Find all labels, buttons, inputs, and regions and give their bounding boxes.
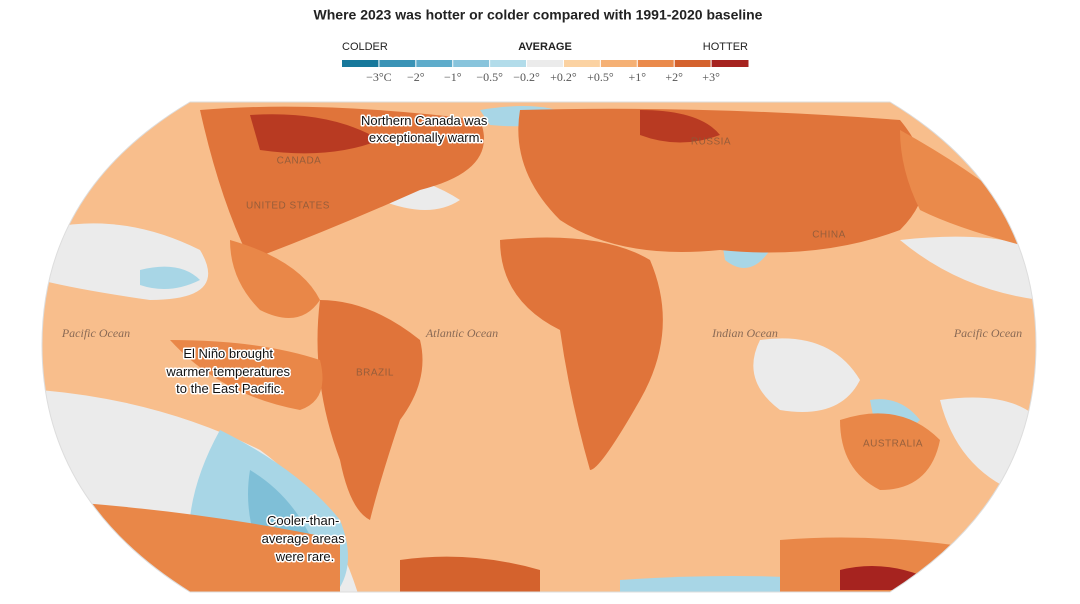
legend-swatch <box>452 60 491 67</box>
legend-tick-label: +1° <box>628 70 646 84</box>
country-label: CHINA <box>812 230 846 241</box>
annotation-line: to the East Pacific. <box>176 381 284 396</box>
legend-tick-label: +0.5° <box>587 70 614 84</box>
legend-swatch <box>415 60 454 67</box>
legend-tick-label: −0.2° <box>513 70 540 84</box>
ocean-label: Atlantic Ocean <box>425 326 498 340</box>
legend-swatch <box>563 60 601 67</box>
annotation: Cooler-than- average areas were rare. <box>262 513 349 564</box>
legend-swatch <box>637 60 675 67</box>
ocean-label: Indian Ocean <box>711 326 778 340</box>
legend-swatch <box>600 60 638 67</box>
country-label: UNITED STATES <box>246 201 330 212</box>
legend-tick-label: −2° <box>407 70 425 84</box>
annotation-line: Cooler-than- <box>267 513 339 528</box>
legend-tick-label: −0.5° <box>476 70 503 84</box>
legend-swatch <box>526 60 564 67</box>
legend-swatch <box>711 60 749 67</box>
annotation-line: Northern Canada was <box>361 113 488 128</box>
country-label: CANADA <box>277 156 322 167</box>
title: Where 2023 was hotter or colder compared… <box>314 7 763 23</box>
legend-tick-label: +3° <box>702 70 720 84</box>
legend-bar: −3°C −2° −1° −0.5° −0.2° +0.2° +0.5° +1° +2° +3° <box>342 60 749 84</box>
country-label: RUSSIA <box>691 137 731 148</box>
annotation-line: were rare. <box>275 549 335 564</box>
legend-colder: COLDER <box>342 41 388 53</box>
country-label: BRAZIL <box>356 368 394 379</box>
annotation-line: El Niño brought <box>183 346 273 361</box>
ocean-label: Pacific Ocean <box>61 326 130 340</box>
legend-tick-label: +0.2° <box>550 70 577 84</box>
ocean-label: Pacific Ocean <box>953 326 1022 340</box>
legend-swatch <box>378 60 417 67</box>
legend-swatch <box>342 60 380 67</box>
annotation-line: average areas <box>262 531 346 546</box>
legend-tick-label: +2° <box>665 70 683 84</box>
legend-tick-label: −1° <box>444 70 462 84</box>
country-label: AUSTRALIA <box>863 439 923 450</box>
legend-swatch <box>674 60 712 67</box>
annotation-line: warmer temperatures <box>165 364 290 379</box>
legend-tick-label: −3°C <box>366 70 392 84</box>
legend-average: AVERAGE <box>518 41 572 53</box>
annotation: Northern Canada was exceptionally warm. <box>361 113 491 145</box>
map-outline <box>41 101 1037 593</box>
annotation-line: exceptionally warm. <box>369 130 483 145</box>
legend-swatch <box>489 60 528 67</box>
legend-hotter: HOTTER <box>703 41 748 53</box>
annotation: El Niño brought warmer temperatures to t… <box>165 346 293 396</box>
